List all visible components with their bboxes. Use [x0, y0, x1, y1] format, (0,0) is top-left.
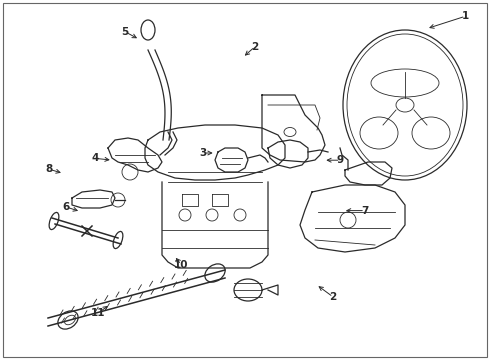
Text: 3: 3 [200, 148, 207, 158]
Text: 1: 1 [462, 11, 469, 21]
Text: 4: 4 [92, 153, 99, 163]
Text: 2: 2 [251, 42, 258, 52]
Text: 10: 10 [174, 260, 189, 270]
Text: 11: 11 [91, 308, 105, 318]
Text: 9: 9 [337, 155, 344, 165]
Text: 5: 5 [122, 27, 128, 37]
Text: 6: 6 [63, 202, 70, 212]
Text: 8: 8 [46, 164, 52, 174]
Text: 7: 7 [361, 206, 369, 216]
Text: 2: 2 [330, 292, 337, 302]
